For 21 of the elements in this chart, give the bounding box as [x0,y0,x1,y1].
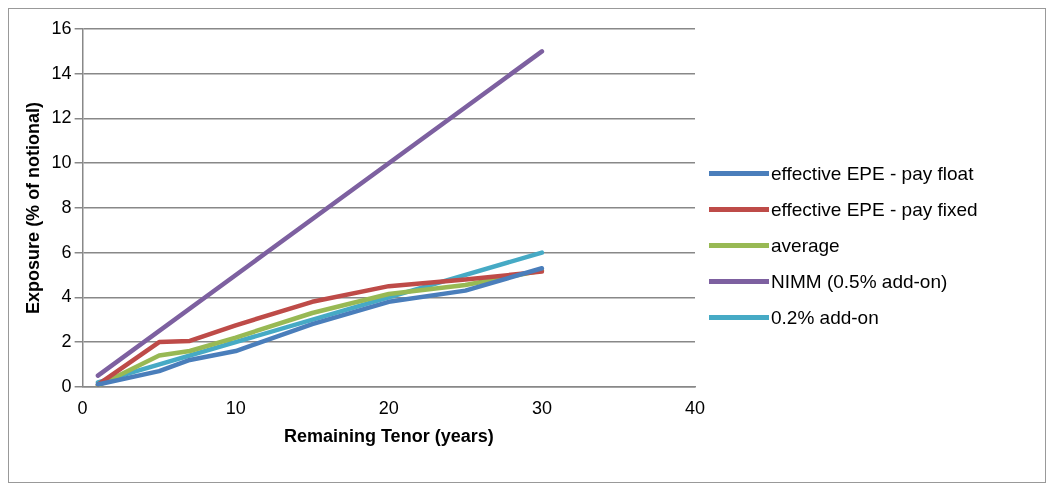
legend-label: effective EPE - pay fixed [771,198,978,221]
y-tick-label: 6 [61,241,72,262]
y-tick-label: 10 [51,152,72,173]
legend-label: effective EPE - pay float [771,162,974,185]
y-axis-title: Exposure (% of notional) [22,101,43,314]
y-tick-label: 8 [61,196,72,217]
legend-label: 0.2% add-on [771,306,879,329]
x-tick-label: 10 [225,397,246,418]
x-tick-label: 0 [77,397,88,418]
x-tick-label: 40 [684,397,706,418]
y-tick-label: 0 [61,375,72,396]
x-tick-label: 20 [378,397,399,418]
legend-label: average [771,234,840,257]
y-tick-label: 16 [51,17,72,38]
y-tick-label: 14 [51,62,72,83]
legend-label: NIMM (0.5% add-on) [771,270,948,293]
y-tick-label: 4 [61,286,72,307]
y-tick-label: 12 [51,107,72,128]
x-tick-label: 30 [531,397,552,418]
x-axis-title: Remaining Tenor (years) [283,426,494,447]
y-tick-label: 2 [61,331,72,352]
